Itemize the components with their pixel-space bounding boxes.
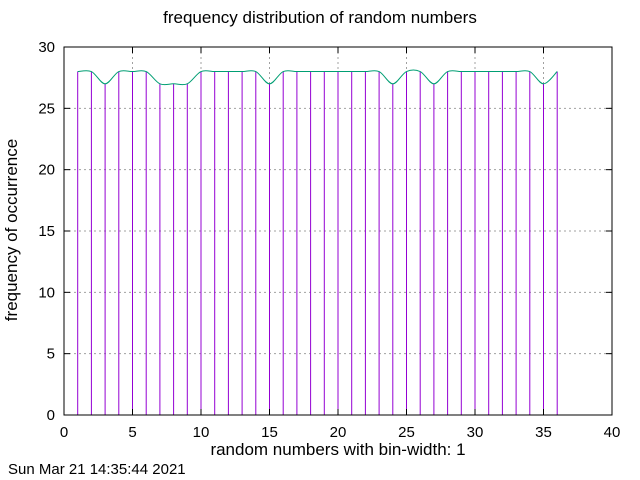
x-tick-label: 20 — [330, 424, 347, 441]
x-tick-label: 25 — [398, 424, 415, 441]
smooth-curve — [77, 69, 558, 86]
chart-title: frequency distribution of random numbers — [163, 8, 477, 27]
y-tick-label: 30 — [38, 39, 55, 56]
tick-labels: 0 5 10 15 20 25 30 35 40 0 5 10 15 20 25 30 — [38, 39, 620, 441]
y-axis-label: frequency of occurrence — [2, 138, 21, 322]
x-tick-label: 0 — [60, 424, 68, 441]
x-axis-label: random numbers with bin-width: 1 — [210, 440, 466, 459]
y-tick-label: 15 — [38, 223, 55, 240]
x-tick-label: 30 — [467, 424, 484, 441]
timestamp: Sun Mar 21 14:35:44 2021 — [8, 461, 186, 478]
y-tick-label: 10 — [38, 284, 55, 301]
y-tick-label: 0 — [47, 407, 55, 424]
x-tick-label: 15 — [261, 424, 278, 441]
x-tick-label: 10 — [193, 424, 210, 441]
y-tick-label: 5 — [47, 346, 55, 363]
x-tick-label: 35 — [535, 424, 552, 441]
impulse-series — [77, 71, 558, 415]
x-tick-label: 40 — [604, 424, 621, 441]
x-tick-label: 5 — [128, 424, 136, 441]
plot-border — [63, 46, 613, 416]
smooth-curve-series — [77, 69, 558, 86]
y-tick-label: 25 — [38, 100, 55, 117]
y-tick-label: 20 — [38, 162, 55, 179]
